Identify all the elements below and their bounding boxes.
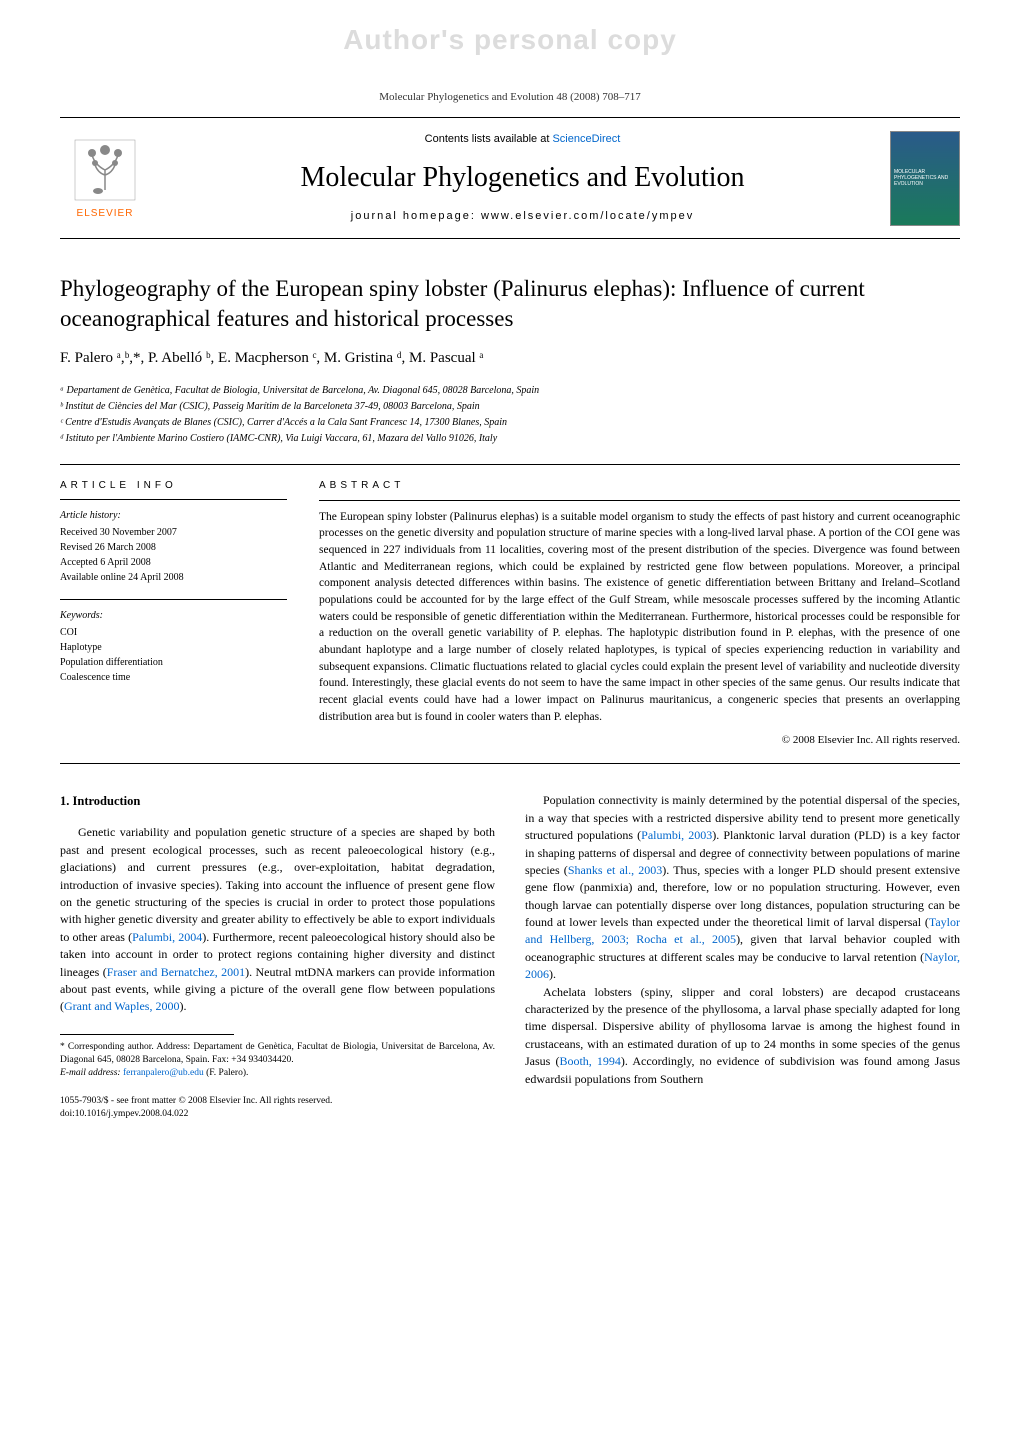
- abstract-label: ABSTRACT: [319, 479, 960, 501]
- affiliation-b: ᵇ Institut de Ciències del Mar (CSIC), P…: [60, 399, 960, 414]
- right-para-2: Achelata lobsters (spiny, slipper and co…: [525, 984, 960, 1088]
- journal-homepage-line: journal homepage: www.elsevier.com/locat…: [170, 209, 875, 224]
- authors-line: F. Palero ᵃ,ᵇ,*, P. Abelló ᵇ, E. Macpher…: [60, 348, 960, 369]
- history-label: Article history:: [60, 508, 287, 523]
- elsevier-tree-icon: [70, 135, 140, 205]
- journal-name: Molecular Phylogenetics and Evolution: [170, 158, 875, 197]
- elsevier-logo: ELSEVIER: [60, 128, 150, 228]
- abstract-copyright: © 2008 Elsevier Inc. All rights reserved…: [319, 733, 960, 749]
- article-title: Phylogeography of the European spiny lob…: [60, 274, 960, 334]
- ref-fraser-2001[interactable]: Fraser and Bernatchez, 2001: [107, 965, 245, 979]
- email-label: E-mail address:: [60, 1068, 123, 1078]
- watermark-text: Author's personal copy: [343, 20, 677, 59]
- front-matter-line: 1055-7903/$ - see front matter © 2008 El…: [60, 1095, 495, 1108]
- history-revised: Revised 26 March 2008: [60, 540, 287, 555]
- email-line: E-mail address: ferranpalero@ub.edu (F. …: [60, 1067, 495, 1080]
- history-received: Received 30 November 2007: [60, 525, 287, 540]
- p1a: Genetic variability and population genet…: [60, 825, 495, 943]
- history-accepted: Accepted 6 April 2008: [60, 555, 287, 570]
- cover-text: MOLECULAR PHYLOGENETICS AND EVOLUTION: [891, 166, 959, 190]
- keywords-block: Keywords: COI Haplotype Population diffe…: [60, 599, 287, 685]
- elsevier-label: ELSEVIER: [77, 207, 134, 221]
- ref-palumbi-2004[interactable]: Palumbi, 2004: [132, 930, 202, 944]
- article-info-label: ARTICLE INFO: [60, 479, 287, 500]
- corr-author-text: * Corresponding author. Address: Departa…: [60, 1041, 495, 1068]
- p1d: ).: [179, 999, 186, 1013]
- info-abstract-row: ARTICLE INFO Article history: Received 3…: [60, 464, 960, 764]
- ref-booth-1994[interactable]: Booth, 1994: [559, 1054, 620, 1068]
- email-suffix: (F. Palero).: [204, 1068, 249, 1078]
- affiliations-block: ᵃ Departament de Genètica, Facultat de B…: [60, 383, 960, 446]
- keywords-label: Keywords:: [60, 599, 287, 623]
- right-column: Population connectivity is mainly determ…: [525, 792, 960, 1121]
- introduction-heading: 1. Introduction: [60, 792, 495, 810]
- journal-cover-thumbnail: MOLECULAR PHYLOGENETICS AND EVOLUTION: [890, 131, 960, 226]
- keyword-1: COI: [60, 625, 287, 640]
- sciencedirect-link[interactable]: ScienceDirect: [552, 133, 620, 145]
- keyword-4: Coalescence time: [60, 670, 287, 685]
- ref-shanks-2003[interactable]: Shanks et al., 2003: [568, 863, 662, 877]
- article-info-column: ARTICLE INFO Article history: Received 3…: [60, 465, 303, 763]
- journal-header-center: Contents lists available at ScienceDirec…: [170, 132, 875, 224]
- left-column: 1. Introduction Genetic variability and …: [60, 792, 495, 1121]
- journal-header: ELSEVIER Contents lists available at Sci…: [60, 117, 960, 239]
- corresponding-author-footnote: * Corresponding author. Address: Departa…: [60, 1041, 495, 1081]
- abstract-text: The European spiny lobster (Palinurus el…: [319, 509, 960, 726]
- keyword-3: Population differentiation: [60, 655, 287, 670]
- contents-available-line: Contents lists available at ScienceDirec…: [170, 132, 875, 147]
- affiliation-c: ᶜ Centre d'Estudis Avançats de Blanes (C…: [60, 415, 960, 430]
- affiliation-d: ᵈ Istituto per l'Ambiente Marino Costier…: [60, 431, 960, 446]
- citation-line: Molecular Phylogenetics and Evolution 48…: [60, 90, 960, 105]
- doi-line: doi:10.1016/j.ympev.2008.04.022: [60, 1108, 495, 1121]
- affiliation-a: ᵃ Departament de Genètica, Facultat de B…: [60, 383, 960, 398]
- right-para-1: Population connectivity is mainly determ…: [525, 792, 960, 983]
- footnote-separator: [60, 1034, 234, 1035]
- email-link[interactable]: ferranpalero@ub.edu: [123, 1068, 204, 1078]
- ref-grant-2000[interactable]: Grant and Waples, 2000: [64, 999, 179, 1013]
- abstract-column: ABSTRACT The European spiny lobster (Pal…: [303, 465, 960, 763]
- rp1e: ).: [549, 967, 556, 981]
- ref-palumbi-2003[interactable]: Palumbi, 2003: [641, 828, 712, 842]
- body-two-column: 1. Introduction Genetic variability and …: [60, 792, 960, 1121]
- bottom-meta: 1055-7903/$ - see front matter © 2008 El…: [60, 1095, 495, 1122]
- history-online: Available online 24 April 2008: [60, 570, 287, 585]
- article-history-block: Article history: Received 30 November 20…: [60, 508, 287, 585]
- contents-prefix: Contents lists available at: [425, 133, 553, 145]
- intro-para-1: Genetic variability and population genet…: [60, 824, 495, 1015]
- keyword-2: Haplotype: [60, 640, 287, 655]
